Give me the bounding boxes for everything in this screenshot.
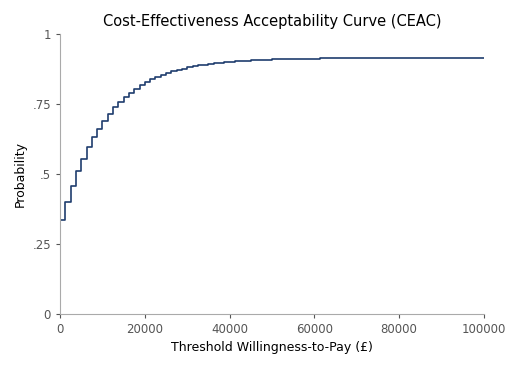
Y-axis label: Probability: Probability <box>14 141 27 207</box>
X-axis label: Threshold Willingness-to-Pay (£): Threshold Willingness-to-Pay (£) <box>171 341 373 354</box>
Title: Cost-Effectiveness Acceptability Curve (CEAC): Cost-Effectiveness Acceptability Curve (… <box>103 14 441 29</box>
